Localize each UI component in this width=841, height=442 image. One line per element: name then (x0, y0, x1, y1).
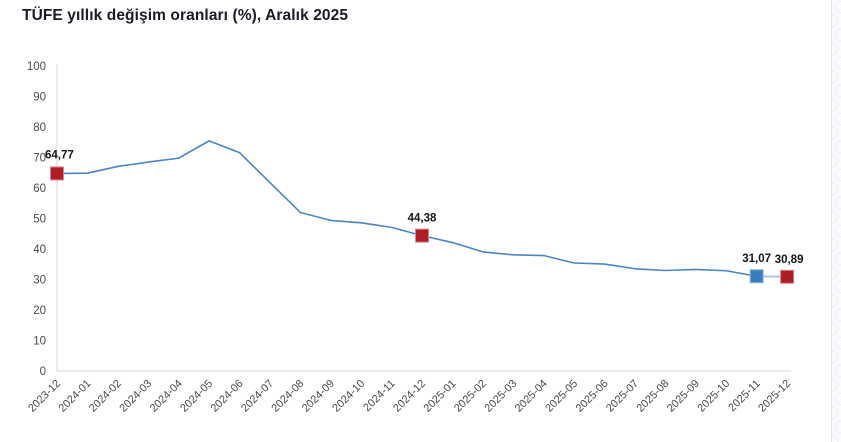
page-background-pattern (831, 0, 841, 442)
data-point-marker[interactable] (780, 269, 795, 284)
y-tick-label: 60 (33, 183, 46, 195)
x-tick-label: 2024-03 (117, 378, 154, 415)
x-tick-label: 2023-12 (26, 378, 63, 415)
x-tick-label: 2024-01 (57, 378, 94, 415)
y-tick-label: 80 (33, 122, 46, 134)
x-tick-label: 2024-07 (239, 378, 276, 415)
x-tick-label: 2024-09 (300, 378, 337, 415)
x-tick-label: 2025-10 (695, 378, 732, 415)
y-tick-label: 20 (33, 305, 46, 317)
data-point-label: 31,07 (742, 253, 771, 265)
x-tick-label: 2024-10 (330, 378, 367, 415)
x-tick-label: 2025-04 (513, 378, 550, 415)
x-tick-label: 2025-07 (604, 378, 641, 415)
data-point-marker[interactable] (415, 228, 430, 243)
y-tick-label: 10 (33, 336, 46, 348)
x-tick-label: 2024-02 (87, 378, 124, 415)
x-tick-label: 2024-05 (178, 378, 215, 415)
x-tick-label: 2024-06 (209, 378, 246, 415)
data-point-label: 64,77 (45, 149, 74, 161)
y-tick-label: 0 (40, 366, 46, 378)
chart-title: TÜFE yıllık değişim oranları (%), Aralık… (22, 7, 349, 24)
y-tick-label: 30 (33, 275, 46, 287)
data-point-marker[interactable] (50, 166, 64, 181)
x-tick-label: 2025-01 (422, 378, 459, 415)
data-point-label: 30,89 (775, 254, 804, 266)
x-tick-label: 2025-02 (452, 378, 489, 415)
y-tick-label: 90 (33, 92, 46, 104)
x-tick-label: 2025-09 (665, 378, 702, 415)
x-tick-label: 2025-03 (482, 378, 519, 415)
x-tick-label: 2024-04 (148, 378, 185, 415)
y-tick-label: 40 (33, 244, 46, 256)
y-tick-label: 100 (27, 61, 46, 73)
y-tick-label: 70 (33, 153, 46, 165)
y-tick-label: 50 (33, 214, 46, 226)
x-tick-label: 2025-05 (543, 378, 580, 415)
x-tick-label: 2025-08 (634, 378, 671, 415)
x-tick-label: 2025-06 (574, 378, 611, 415)
data-point-label: 44,38 (408, 213, 437, 225)
data-point-marker[interactable] (749, 269, 764, 284)
x-tick-label: 2024-08 (269, 378, 306, 415)
data-series-line (56, 140, 757, 278)
x-tick-label: 2025-12 (756, 378, 793, 415)
x-tick-label: 2024-12 (391, 378, 428, 415)
